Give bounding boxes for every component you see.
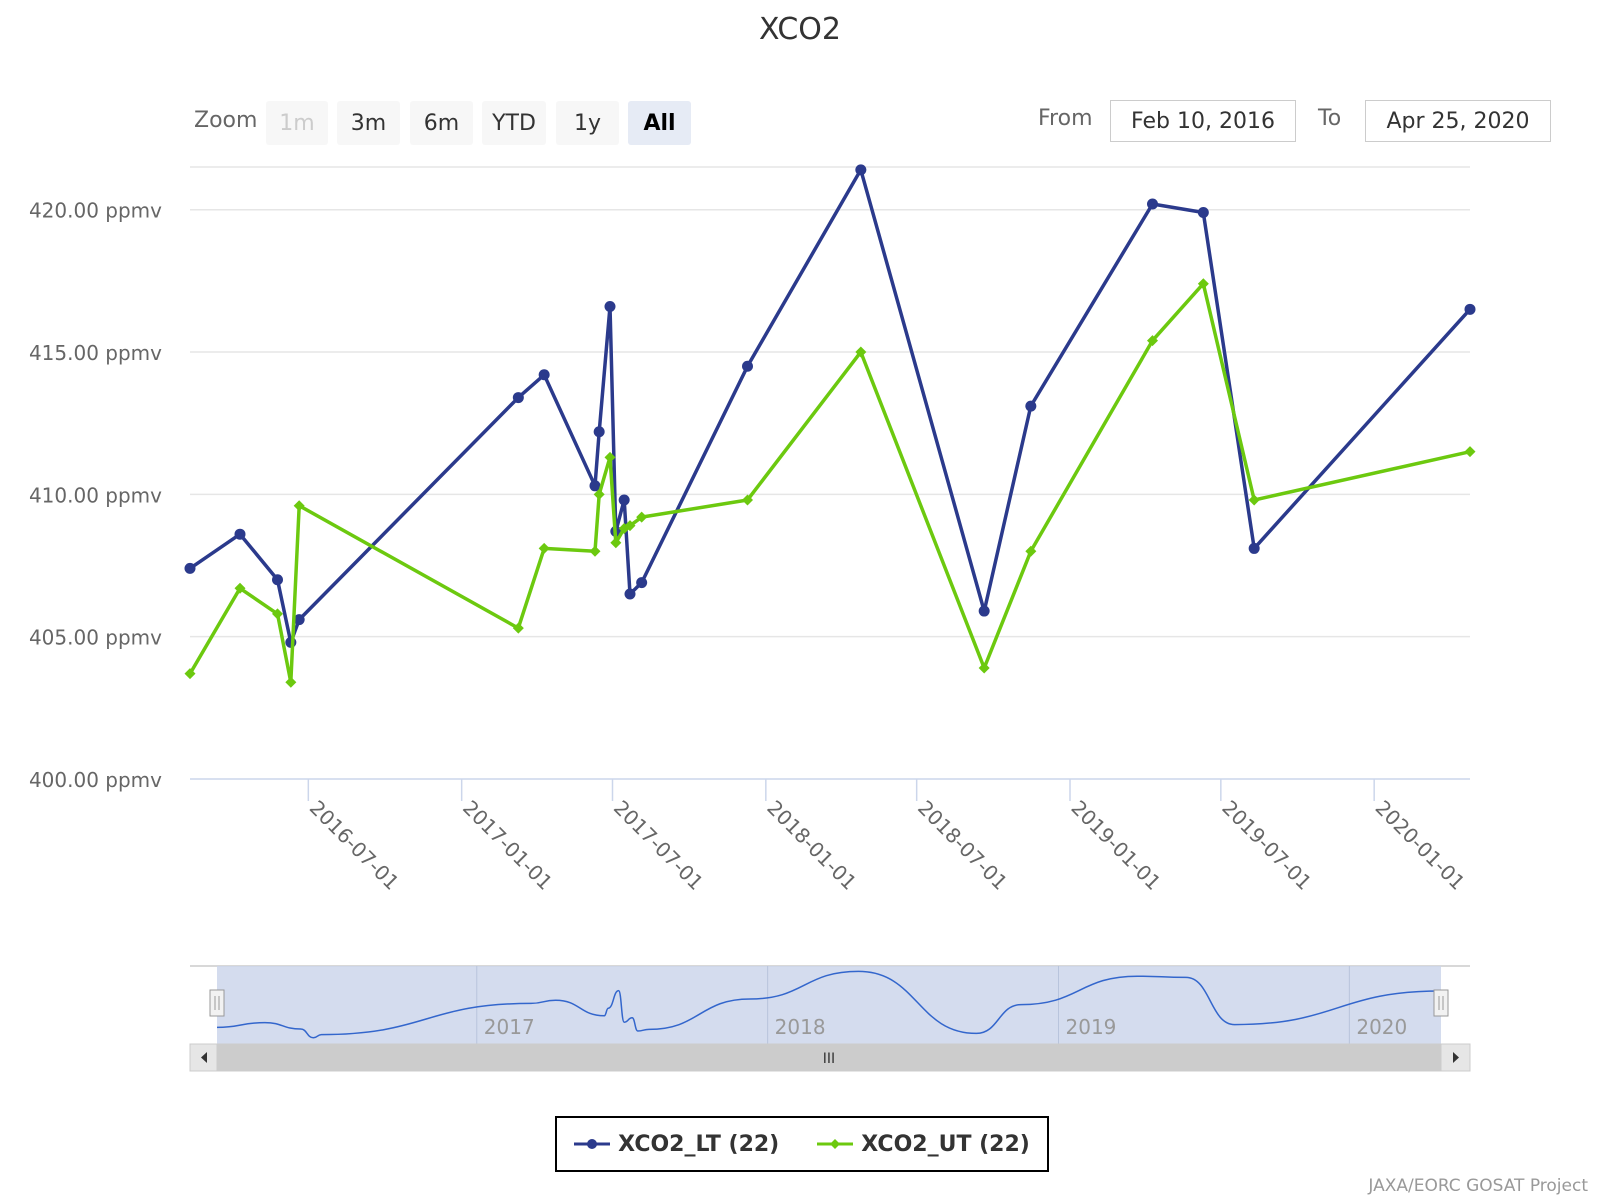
data-point-xco2-lt[interactable] bbox=[1147, 198, 1158, 210]
data-point-xco2-lt[interactable] bbox=[742, 360, 753, 372]
data-point-xco2-ut[interactable] bbox=[604, 451, 616, 463]
scrollbar-thumb[interactable] bbox=[217, 1044, 1441, 1071]
to-label: To bbox=[1318, 106, 1342, 131]
y-tick-label: 410.00 ppmv bbox=[29, 483, 162, 507]
data-point-xco2-lt[interactable] bbox=[1197, 207, 1209, 219]
y-tick-label: 400.00 ppmv bbox=[29, 768, 162, 792]
chart-title: XCO2 bbox=[758, 12, 842, 47]
navigator-year-label: 2020 bbox=[1356, 1015, 1407, 1039]
navigator-year-label: 2018 bbox=[775, 1015, 826, 1039]
x-tick-label: 2019-01-01 bbox=[1066, 796, 1165, 895]
navigator-right-handle[interactable] bbox=[1433, 989, 1449, 1017]
legend-lt-symbol-icon bbox=[574, 1139, 611, 1149]
data-point-xco2-ut[interactable] bbox=[610, 537, 622, 549]
data-point-xco2-lt[interactable] bbox=[272, 574, 283, 586]
from-date-input[interactable]: Feb 10, 2016 bbox=[1110, 100, 1296, 142]
data-point-xco2-ut[interactable] bbox=[1197, 278, 1209, 290]
data-point-xco2-lt[interactable] bbox=[618, 494, 630, 506]
data-point-xco2-lt[interactable] bbox=[589, 480, 601, 492]
from-label: From bbox=[1038, 106, 1093, 131]
data-point-xco2-lt[interactable] bbox=[604, 300, 616, 312]
scroll-right-arrow-icon bbox=[1453, 1052, 1459, 1063]
data-point-xco2-ut[interactable] bbox=[1147, 335, 1158, 347]
data-point-xco2-ut[interactable] bbox=[593, 488, 605, 500]
data-point-xco2-lt[interactable] bbox=[855, 164, 867, 176]
data-point-xco2-ut[interactable] bbox=[636, 511, 648, 523]
data-point-xco2-ut[interactable] bbox=[272, 608, 283, 620]
data-point-xco2-ut[interactable] bbox=[512, 622, 524, 634]
y-tick-label: 420.00 ppmv bbox=[29, 199, 162, 223]
data-point-xco2-lt[interactable] bbox=[593, 426, 605, 438]
data-point-xco2-ut[interactable] bbox=[538, 542, 550, 554]
data-point-xco2-ut[interactable] bbox=[285, 676, 297, 688]
x-tick-label: 2019-07-01 bbox=[1217, 796, 1316, 895]
scroll-left-arrow-icon bbox=[201, 1052, 207, 1063]
y-tick-label: 405.00 ppmv bbox=[29, 626, 162, 650]
navigator-year-label: 2019 bbox=[1066, 1015, 1117, 1039]
data-point-xco2-ut[interactable] bbox=[1248, 494, 1260, 506]
zoom-1m-button[interactable]: 1m bbox=[266, 101, 328, 145]
data-point-xco2-ut[interactable] bbox=[1464, 446, 1476, 458]
data-point-xco2-lt[interactable] bbox=[636, 577, 648, 589]
data-point-xco2-lt[interactable] bbox=[1248, 542, 1260, 554]
zoom-all-button[interactable]: All bbox=[628, 101, 691, 145]
scrollbar-grip: III bbox=[823, 1051, 835, 1067]
data-point-xco2-ut[interactable] bbox=[293, 500, 305, 512]
legend-label-xco2-lt: XCO2_LT (22) bbox=[618, 1131, 780, 1157]
data-point-xco2-ut[interactable] bbox=[234, 582, 246, 594]
data-point-xco2-ut[interactable] bbox=[624, 520, 636, 532]
data-point-xco2-lt[interactable] bbox=[1025, 400, 1037, 412]
credits[interactable]: JAXA/EORC GOSAT Project bbox=[1368, 1176, 1588, 1196]
legend-ut-symbol-icon bbox=[817, 1139, 854, 1149]
data-point-xco2-ut[interactable] bbox=[1025, 545, 1037, 557]
data-point-xco2-ut[interactable] bbox=[855, 346, 867, 358]
navigator-left-handle[interactable] bbox=[209, 989, 225, 1017]
data-point-xco2-lt[interactable] bbox=[184, 562, 196, 574]
x-tick-label: 2017-07-01 bbox=[609, 796, 708, 895]
x-tick-label: 2017-01-01 bbox=[458, 796, 557, 895]
data-point-xco2-lt[interactable] bbox=[293, 614, 305, 626]
x-tick-label: 2016-07-01 bbox=[305, 796, 404, 895]
zoom-label: Zoom bbox=[194, 108, 258, 133]
y-tick-label: 415.00 ppmv bbox=[29, 341, 162, 365]
zoom-ytd-button[interactable]: YTD bbox=[482, 101, 546, 145]
data-point-xco2-lt[interactable] bbox=[538, 369, 550, 381]
data-point-xco2-ut[interactable] bbox=[184, 668, 196, 680]
navigator[interactable]: 2017 2018 2019 2020 III bbox=[189, 965, 1471, 1072]
legend-item-xco2-ut[interactable]: XCO2_UT (22) bbox=[817, 1132, 1030, 1157]
navigator-series-line bbox=[216, 970, 1442, 1039]
main-plot[interactable]: 400.00 ppmv 405.00 ppmv 410.00 ppmv 415.00 … bbox=[0, 0, 1600, 1100]
legend-label-xco2-ut: XCO2_UT (22) bbox=[861, 1131, 1030, 1157]
zoom-1y-button[interactable]: 1y bbox=[556, 101, 619, 145]
data-point-xco2-ut[interactable] bbox=[589, 545, 601, 557]
series-line-xco2-ut[interactable] bbox=[188, 281, 1471, 684]
data-point-xco2-lt[interactable] bbox=[978, 605, 990, 617]
zoom-3m-button[interactable]: 3m bbox=[337, 101, 400, 145]
x-tick-label: 2020-01-01 bbox=[1371, 796, 1470, 895]
data-point-xco2-lt[interactable] bbox=[624, 588, 636, 600]
data-point-xco2-lt[interactable] bbox=[1464, 303, 1476, 315]
navigator-mask[interactable] bbox=[217, 966, 1441, 1044]
data-point-xco2-ut[interactable] bbox=[742, 494, 753, 506]
series-line-xco2-lt[interactable] bbox=[189, 168, 1472, 645]
data-point-xco2-lt[interactable] bbox=[512, 392, 524, 404]
data-point-xco2-ut[interactable] bbox=[978, 662, 990, 674]
x-tick-label: 2018-07-01 bbox=[913, 796, 1012, 895]
to-date-input[interactable]: Apr 25, 2020 bbox=[1365, 100, 1551, 142]
zoom-6m-button[interactable]: 6m bbox=[410, 101, 473, 145]
data-point-xco2-lt[interactable] bbox=[234, 528, 246, 540]
x-tick-label: 2018-01-01 bbox=[762, 796, 861, 895]
legend-item-xco2-lt[interactable]: XCO2_LT (22) bbox=[574, 1132, 779, 1157]
navigator-year-label: 2017 bbox=[484, 1015, 535, 1039]
legend: XCO2_LT (22) XCO2_UT (22) bbox=[555, 1116, 1049, 1172]
